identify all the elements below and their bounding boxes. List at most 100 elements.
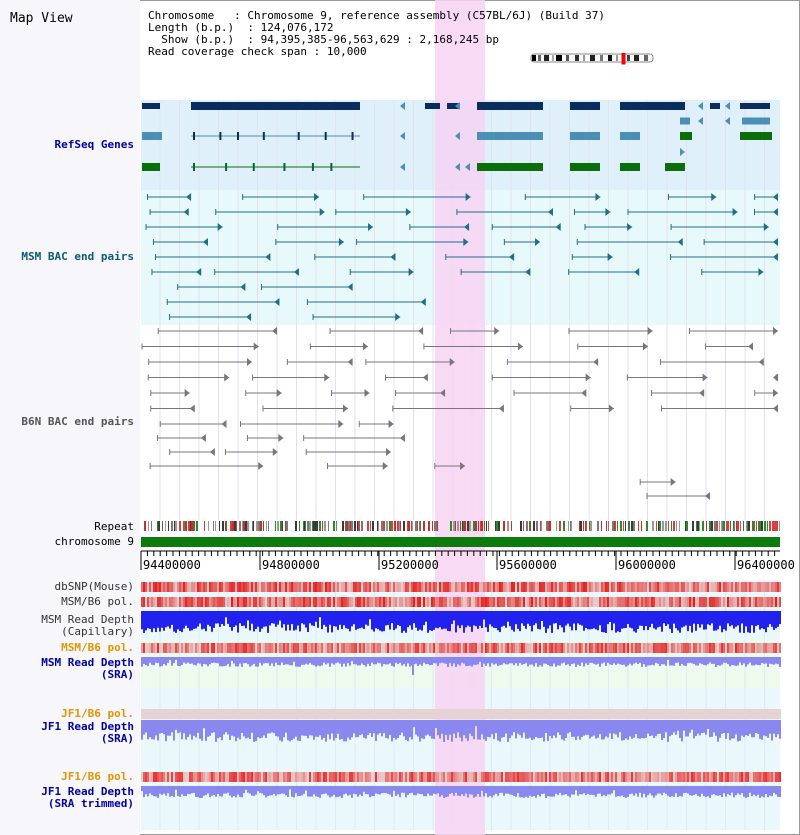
msm-pol-heat-cell (587, 597, 589, 607)
dbsnp-heat-cell (603, 582, 605, 592)
msm-pol-heat-cell (617, 597, 619, 607)
msm-pol-heat-cell (653, 597, 655, 607)
jf1-depth-trim-bar (623, 786, 625, 798)
dbsnp-heat-cell (295, 582, 297, 592)
dbsnp-heat-cell (271, 582, 273, 592)
msm-pol-sra-heat-cell (733, 643, 735, 653)
dbsnp-heat-cell (363, 582, 365, 592)
jf1-pol-trim-heat-cell (653, 772, 655, 782)
repeat-element (693, 521, 694, 531)
jf1-pol-trim-heat-cell (643, 772, 645, 782)
refseq-gene-block (680, 132, 692, 140)
msm-depth-sra-bar (375, 657, 377, 665)
msm-depth-capillary-bar (449, 611, 451, 632)
msm-bac-pair-arrow (217, 223, 223, 231)
msm-pol-heat-cell (331, 597, 333, 607)
msm-depth-sra-bar (141, 657, 143, 667)
dbsnp-heat-cell (647, 582, 649, 592)
jf1-depth-sra-bar (543, 720, 545, 742)
jf1-pol-heat-cell (379, 709, 381, 719)
jf1-depth-sra-bar (379, 720, 381, 734)
msm-depth-sra-bar (701, 657, 703, 665)
jf1-depth-sra-bar (289, 720, 291, 742)
msm-pol-heat-cell (211, 597, 213, 607)
jf1-pol-trim-heat-cell (211, 772, 213, 782)
jf1-pol-heat-cell (141, 709, 143, 719)
msm-pol-sra-heat-cell (181, 643, 183, 653)
msm-pol-heat-cell (371, 597, 373, 607)
msm-pol-heat-cell (195, 597, 197, 607)
jf1-pol-trim-heat-cell (183, 772, 185, 782)
jf1-depth-trim-bar (565, 786, 567, 795)
jf1-pol-trim-heat-cell (189, 772, 191, 782)
jf1-depth-trim-bar (305, 786, 307, 791)
dbsnp-heat-cell (545, 582, 547, 592)
jf1-pol-heat-cell (355, 709, 357, 719)
jf1-depth-trim-bar (371, 786, 373, 797)
msm-depth-capillary-bar (621, 611, 623, 629)
msm-depth-capillary-bar (371, 611, 373, 630)
dbsnp-heat-cell (701, 582, 703, 592)
repeat-element (761, 521, 763, 531)
msm-pol-heat-cell (163, 597, 165, 607)
msm-depth-capillary-bar (689, 611, 691, 626)
jf1-depth-sra-bar (305, 720, 307, 736)
chromosome-ideogram[interactable] (530, 53, 658, 65)
jf1-depth-sra-bar (517, 720, 519, 734)
repeat-element (469, 521, 471, 531)
jf1-depth-sra-bar (141, 720, 143, 740)
msm-depth-sra-bar (311, 657, 313, 665)
jf1-depth-sra-bar (357, 720, 359, 738)
msm-depth-sra-bar (391, 657, 393, 666)
repeat-element (480, 521, 481, 531)
jf1-pol-trim-heat-cell (447, 772, 449, 782)
jf1-depth-sra-bar (667, 720, 669, 742)
jf1-pol-heat-cell (559, 709, 561, 719)
b6n-bac-pair-arrow (189, 404, 195, 413)
msm-depth-capillary-bar (229, 611, 231, 628)
jf1-depth-trim-bar (671, 786, 673, 797)
msm-pol-sra-heat-cell (573, 643, 575, 653)
msm-pol-heat-cell (271, 597, 273, 607)
msm-depth-capillary-bar (501, 611, 503, 627)
msm-pol-heat-cell (579, 597, 581, 607)
jf1-pol-trim-heat-cell (409, 772, 411, 782)
jf1-depth-trim-bar (405, 786, 407, 798)
jf1-depth-trim-bar (379, 786, 381, 795)
jf1-pol-heat-cell (565, 709, 567, 719)
jf1-pol-trim-heat-cell (231, 772, 233, 782)
jf1-pol-heat-cell (599, 709, 601, 719)
msm-depth-sra-bar (289, 657, 291, 666)
msm-pol-sra-heat-cell (437, 643, 439, 653)
jf1-pol-heat-cell (167, 709, 169, 719)
jf1-depth-sra-bar (583, 720, 585, 736)
dbsnp-heat-cell (227, 582, 229, 592)
dbsnp-heat-cell (535, 582, 537, 592)
repeat-element (381, 521, 383, 531)
jf1-depth-sra-bar (641, 720, 643, 738)
jf1-depth-trim-bar (357, 786, 359, 797)
repeat-element (606, 521, 607, 531)
jf1-depth-trim-bar (711, 786, 713, 795)
jf1-depth-trim-bar (559, 786, 561, 793)
dbsnp-heat-cell (509, 582, 511, 592)
dbsnp-heat-cell (321, 582, 323, 592)
msm-pol-heat-cell (261, 597, 263, 607)
jf1-pol-heat-cell (515, 709, 517, 719)
msm-depth-sra-bar (497, 657, 499, 667)
jf1-pol-heat-cell (339, 709, 341, 719)
msm-pol-heat-cell (209, 597, 211, 607)
chromosome-value: Chromosome 9, reference assembly (C57BL/… (247, 9, 605, 22)
jf1-pol-heat-cell (447, 709, 449, 719)
jf1-depth-sra-bar (665, 720, 667, 733)
msm-pol-sra-heat-cell (285, 643, 287, 653)
jf1-depth-sra-bar (329, 720, 331, 740)
jf1-pol-heat-cell (463, 709, 465, 719)
strand-arrow (725, 117, 730, 125)
jf1-depth-trim-bar (497, 786, 499, 796)
msm-pol-sra-heat-cell (347, 643, 349, 653)
msm-depth-capillary-bar (611, 611, 613, 631)
dbsnp-heat-cell (415, 582, 417, 592)
jf1-depth-sra-bar (193, 720, 195, 736)
